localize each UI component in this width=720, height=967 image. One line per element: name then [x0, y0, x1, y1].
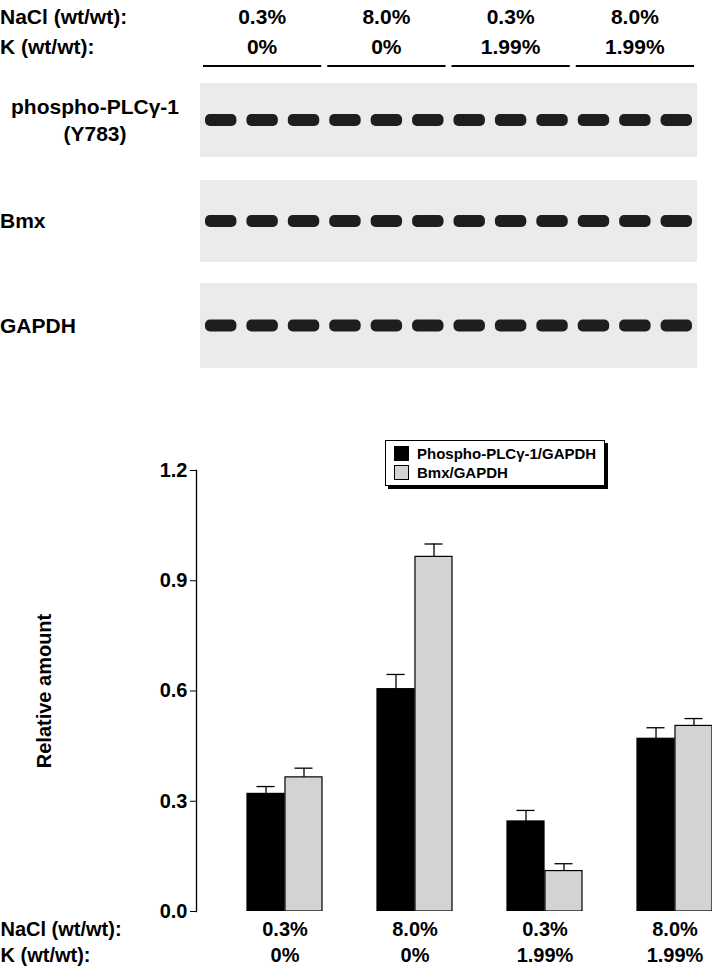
svg-text:0%: 0%	[247, 35, 278, 58]
svg-text:0.6: 0.6	[160, 679, 188, 701]
svg-text:0%: 0%	[271, 944, 300, 966]
svg-text:NaCl (wt/wt):: NaCl (wt/wt):	[1, 918, 122, 940]
svg-text:0.0: 0.0	[160, 900, 188, 922]
svg-text:0.3%: 0.3%	[522, 918, 568, 940]
svg-text:1.99%: 1.99%	[481, 35, 541, 58]
svg-text:1.2: 1.2	[160, 459, 188, 481]
html-text:Bmx/GAPDH: Bmx/GAPDH	[417, 464, 508, 481]
svg-text:1.99%: 1.99%	[647, 944, 704, 966]
svg-text:0.3: 0.3	[160, 790, 188, 812]
svg-text:0%: 0%	[371, 35, 402, 58]
svg-text:K (wt/wt):: K (wt/wt):	[0, 35, 94, 58]
svg-text:8.0%: 8.0%	[362, 5, 410, 28]
svg-text:0.3%: 0.3%	[238, 5, 286, 28]
svg-text:Relative amount: Relative amount	[33, 613, 55, 768]
svg-text:0.3%: 0.3%	[262, 918, 308, 940]
svg-text:1.99%: 1.99%	[605, 35, 665, 58]
html-text:Phospho-PLCγ-1/GAPDH: Phospho-PLCγ-1/GAPDH	[417, 445, 597, 462]
svg-text:K (wt/wt):: K (wt/wt):	[1, 944, 91, 966]
svg-text:1.99%: 1.99%	[517, 944, 574, 966]
svg-text:phospho-PLCγ-1: phospho-PLCγ-1	[11, 95, 179, 118]
svg-text:0%: 0%	[401, 944, 430, 966]
svg-text:8.0%: 8.0%	[611, 5, 659, 28]
svg-text:GAPDH: GAPDH	[0, 314, 76, 337]
svg-text:0.9: 0.9	[160, 569, 188, 591]
svg-text:(Y783): (Y783)	[63, 122, 126, 145]
svg-text:Bmx: Bmx	[0, 209, 46, 232]
svg-text:8.0%: 8.0%	[392, 918, 438, 940]
svg-text:8.0%: 8.0%	[652, 918, 698, 940]
svg-text:NaCl (wt/wt):: NaCl (wt/wt):	[0, 5, 127, 28]
svg-text:0.3%: 0.3%	[487, 5, 535, 28]
